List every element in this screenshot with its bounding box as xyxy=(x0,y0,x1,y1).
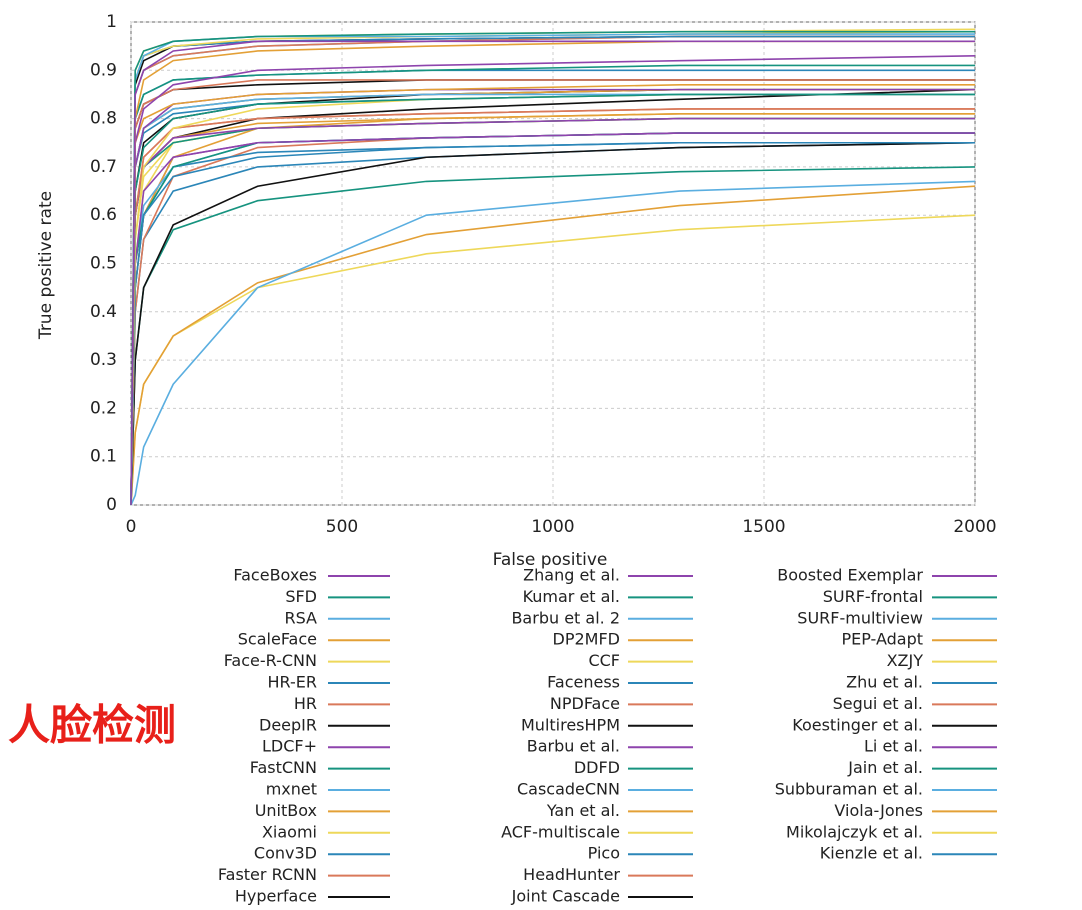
legend-label: Pico xyxy=(588,844,620,863)
series-line xyxy=(130,185,976,506)
annotation: 人脸检测 xyxy=(8,701,176,750)
legend-label: Barbu et al. 2 xyxy=(511,608,620,627)
legend-label: Joint Cascade xyxy=(511,887,620,906)
legend-label: HR-ER xyxy=(268,673,318,692)
y-tick-label: 0.7 xyxy=(90,157,117,177)
legend-label: FastCNN xyxy=(250,758,317,777)
legend-label: Kumar et al. xyxy=(523,587,620,606)
x-tick-label: 500 xyxy=(326,517,358,537)
y-tick-label: 0.8 xyxy=(90,109,117,129)
series-line xyxy=(130,180,976,506)
legend-label: SFD xyxy=(285,587,317,606)
legend-label: Yan et al. xyxy=(546,801,620,820)
legend-label: PEP-Adapt xyxy=(841,630,923,649)
legend-label: mxnet xyxy=(266,780,317,799)
x-axis-label: False positive xyxy=(493,550,608,570)
legend-label: Koestinger et al. xyxy=(792,715,923,734)
legend-label: Xiaomi xyxy=(262,822,317,841)
legend-label: Zhu et al. xyxy=(846,673,923,692)
y-axis-label: True positive rate xyxy=(36,191,56,340)
y-tick-label: 0.1 xyxy=(90,447,117,467)
legend-label: SURF-frontal xyxy=(823,587,923,606)
legend-label: SURF-multiview xyxy=(797,608,923,627)
legend-label: Subburaman et al. xyxy=(775,780,923,799)
series-line xyxy=(130,30,975,506)
series-line xyxy=(130,93,975,506)
legend-label: HeadHunter xyxy=(523,865,620,884)
series-line xyxy=(130,40,975,506)
legend-label: XZJY xyxy=(887,651,924,670)
legend-label: ScaleFace xyxy=(238,630,317,649)
legend-label: Conv3D xyxy=(254,844,317,863)
legend-label: Faster RCNN xyxy=(218,865,317,884)
legend-label: HR xyxy=(294,694,317,713)
series-line xyxy=(130,55,976,506)
legend-label: Viola-Jones xyxy=(834,801,923,820)
legend-label: DP2MFD xyxy=(553,630,620,649)
series-line xyxy=(130,132,975,506)
legend-label: ACF-multiscale xyxy=(501,822,620,841)
legend-label: RSA xyxy=(284,608,317,627)
legend-label: Barbu et al. xyxy=(527,737,620,756)
legend-label: Li et al. xyxy=(864,737,923,756)
x-tick-label: 1000 xyxy=(531,517,574,537)
legend-label: Boosted Exemplar xyxy=(777,566,923,585)
x-tick-label: 2000 xyxy=(953,517,996,537)
y-tick-label: 0.2 xyxy=(90,398,117,418)
series-line xyxy=(130,141,975,506)
legend-label: UnitBox xyxy=(255,801,317,820)
legend-label: Jain et al. xyxy=(847,758,923,777)
legend-label: CCF xyxy=(588,651,620,670)
y-tick-label: 0.4 xyxy=(90,302,117,322)
legend-label: Faceness xyxy=(547,673,620,692)
series-line xyxy=(130,79,975,506)
legend-label: Kienzle et al. xyxy=(820,844,923,863)
x-tick-label: 1500 xyxy=(742,517,785,537)
legend-label: FaceBoxes xyxy=(233,566,317,585)
legend-label: Mikolajczyk et al. xyxy=(786,822,923,841)
legend-label: Zhang et al. xyxy=(523,566,620,585)
y-tick-label: 0.3 xyxy=(90,350,117,370)
legend-label: CascadeCNN xyxy=(517,780,620,799)
y-tick-label: 1 xyxy=(106,12,117,32)
legend-label: DDFD xyxy=(574,758,620,777)
y-tick-label: 0 xyxy=(106,495,117,515)
x-tick-label: 0 xyxy=(126,517,137,537)
legend-label: Segui et al. xyxy=(833,694,923,713)
legend-label: LDCF+ xyxy=(262,737,317,756)
legend-label: NPDFace xyxy=(550,694,620,713)
series-line xyxy=(130,40,975,506)
series-line xyxy=(130,108,975,506)
legend-label: Face-R-CNN xyxy=(224,651,317,670)
legend-label: MultiresHPM xyxy=(521,715,620,734)
series-line xyxy=(130,141,976,506)
y-tick-label: 0.9 xyxy=(90,60,117,80)
y-tick-label: 0.5 xyxy=(90,254,117,274)
legend-label: Hyperface xyxy=(235,887,317,906)
y-tick-label: 0.6 xyxy=(90,205,117,225)
legend-label: DeepIR xyxy=(259,715,317,734)
